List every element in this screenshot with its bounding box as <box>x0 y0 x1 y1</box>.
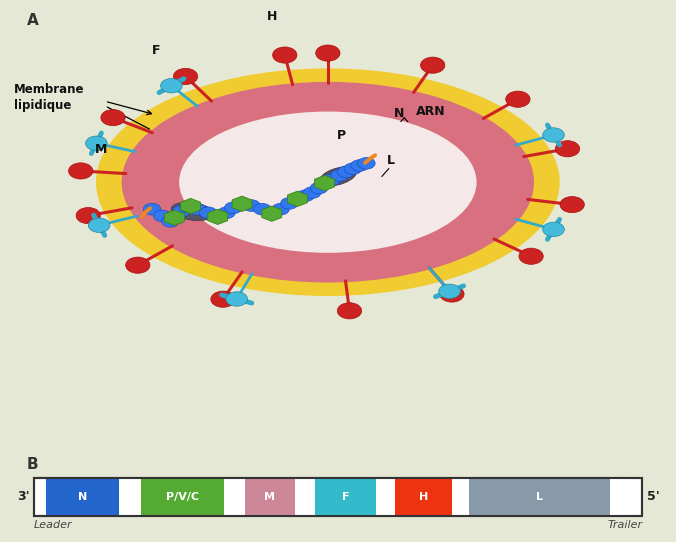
Circle shape <box>555 141 579 157</box>
Circle shape <box>281 197 298 209</box>
Circle shape <box>272 47 297 63</box>
Circle shape <box>224 202 242 214</box>
Circle shape <box>189 203 206 215</box>
Circle shape <box>289 193 306 205</box>
FancyBboxPatch shape <box>610 478 629 516</box>
Text: L: L <box>536 492 543 502</box>
Text: H: H <box>418 492 428 502</box>
Circle shape <box>211 291 235 307</box>
Circle shape <box>199 207 217 218</box>
Circle shape <box>218 207 235 218</box>
Circle shape <box>272 203 289 215</box>
Circle shape <box>86 136 107 151</box>
Text: P: P <box>337 130 345 143</box>
Circle shape <box>233 197 251 209</box>
Circle shape <box>76 208 101 224</box>
Circle shape <box>358 157 375 169</box>
Text: 5': 5' <box>648 491 660 504</box>
FancyBboxPatch shape <box>245 478 295 516</box>
FancyBboxPatch shape <box>141 478 224 516</box>
FancyBboxPatch shape <box>452 478 469 516</box>
Text: P/V/C: P/V/C <box>166 492 199 502</box>
Circle shape <box>179 201 197 213</box>
Text: M: M <box>95 143 107 156</box>
Circle shape <box>519 248 544 264</box>
Text: F: F <box>152 44 161 57</box>
Text: ARN: ARN <box>416 105 445 118</box>
Text: N: N <box>78 492 87 502</box>
Circle shape <box>543 222 564 236</box>
Circle shape <box>166 211 183 223</box>
Ellipse shape <box>320 167 356 186</box>
Circle shape <box>439 286 464 302</box>
Text: 3': 3' <box>18 491 30 504</box>
Circle shape <box>506 91 530 107</box>
Text: H: H <box>267 10 277 23</box>
FancyBboxPatch shape <box>376 478 395 516</box>
Circle shape <box>172 205 190 217</box>
FancyBboxPatch shape <box>469 478 610 516</box>
FancyBboxPatch shape <box>224 478 245 516</box>
Circle shape <box>420 57 445 73</box>
Circle shape <box>297 190 314 202</box>
Circle shape <box>254 203 271 215</box>
Text: F: F <box>341 492 349 502</box>
Circle shape <box>243 200 260 211</box>
FancyBboxPatch shape <box>295 478 315 516</box>
Circle shape <box>162 216 179 227</box>
FancyBboxPatch shape <box>46 478 119 516</box>
Text: Trailer: Trailer <box>607 520 642 530</box>
Circle shape <box>560 197 584 212</box>
Circle shape <box>68 163 93 179</box>
Text: M: M <box>264 492 275 502</box>
Circle shape <box>153 210 171 222</box>
Circle shape <box>310 182 328 194</box>
Circle shape <box>143 203 161 215</box>
Text: N: N <box>393 107 404 120</box>
Circle shape <box>316 178 333 189</box>
Circle shape <box>543 128 564 142</box>
Circle shape <box>173 68 197 85</box>
Circle shape <box>331 170 348 181</box>
Circle shape <box>304 186 321 198</box>
Circle shape <box>351 160 368 171</box>
Circle shape <box>337 166 355 178</box>
Circle shape <box>126 257 150 273</box>
Text: B: B <box>27 457 39 472</box>
Circle shape <box>209 211 226 223</box>
FancyBboxPatch shape <box>315 478 376 516</box>
Circle shape <box>226 292 247 306</box>
Circle shape <box>161 79 183 93</box>
FancyBboxPatch shape <box>34 478 642 516</box>
Text: A: A <box>27 14 39 29</box>
Circle shape <box>344 163 362 175</box>
FancyBboxPatch shape <box>119 478 141 516</box>
Ellipse shape <box>96 68 560 296</box>
Circle shape <box>263 207 281 218</box>
FancyBboxPatch shape <box>395 478 452 516</box>
Circle shape <box>337 303 362 319</box>
Circle shape <box>101 109 125 126</box>
Ellipse shape <box>179 112 477 253</box>
Circle shape <box>322 174 340 186</box>
Circle shape <box>439 284 460 299</box>
Text: L: L <box>387 154 395 167</box>
Text: Membrane
lipidique: Membrane lipidique <box>14 83 84 112</box>
Text: Leader: Leader <box>34 520 72 530</box>
Ellipse shape <box>171 202 214 221</box>
Ellipse shape <box>122 82 534 282</box>
Circle shape <box>89 218 110 233</box>
Circle shape <box>316 45 340 61</box>
